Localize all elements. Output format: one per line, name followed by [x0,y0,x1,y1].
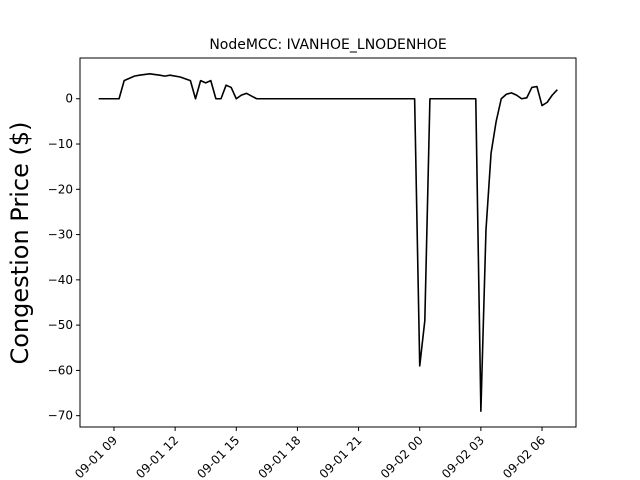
y-tick-label: −10 [48,137,73,151]
y-tick-label: −40 [48,273,73,287]
y-axis-label: Congestion Price ($) [6,122,34,365]
y-tick-label: −70 [48,409,73,423]
y-tick-label: −30 [48,228,73,242]
y-tick-label: −20 [48,182,73,196]
y-tick-label: −60 [48,363,73,377]
y-tick-label: −50 [48,318,73,332]
plot-frame [79,57,577,428]
series-line [98,73,558,412]
chart-title: NodeMCC: IVANHOE_LNODENHOE [209,37,446,53]
y-tick-label: 0 [65,92,73,106]
